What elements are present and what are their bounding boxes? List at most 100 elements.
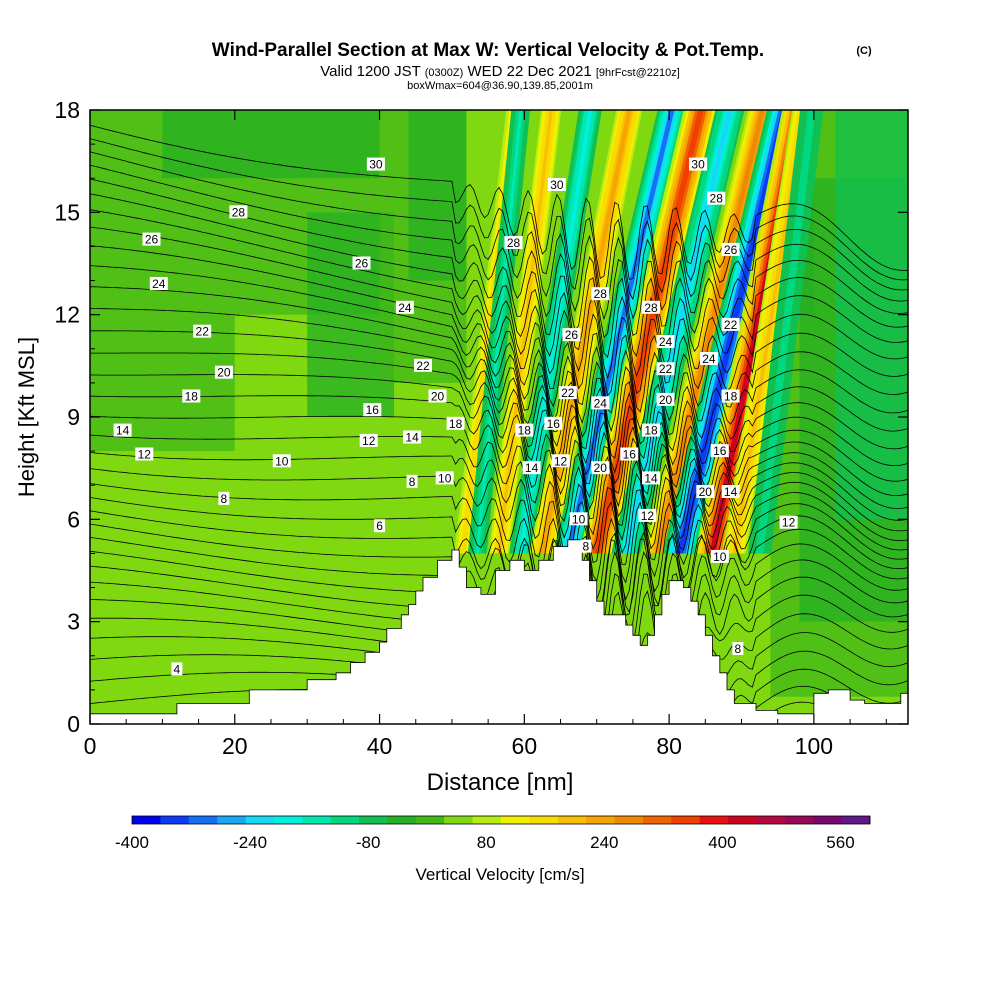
theta-label-text: 26 (145, 233, 159, 247)
theta-label-text: 22 (659, 362, 673, 376)
colorbar-swatch (614, 816, 644, 824)
colorbar-swatch (444, 816, 474, 824)
y-tick-label: 3 (67, 609, 80, 635)
theta-contour (90, 226, 908, 414)
theta-label: 24 (699, 352, 718, 366)
theta-label: 4 (171, 662, 183, 676)
theta-contour (90, 286, 908, 460)
theta-label-box (732, 642, 744, 655)
theta-label-box (363, 403, 382, 417)
theta-label-box (689, 157, 708, 171)
colorbar-swatch (132, 816, 161, 824)
colorbar-swatch (160, 816, 190, 824)
theta-contour (90, 452, 908, 554)
x-tick-label: 100 (795, 733, 833, 759)
theta-label-text: 14 (116, 424, 130, 438)
theta-label-box (696, 485, 715, 498)
theta-label: 22 (721, 317, 740, 332)
theta-label: 24 (656, 335, 675, 349)
theta-label: 18 (446, 416, 465, 431)
valid-zulu: (0300Z) (425, 67, 464, 79)
theta-label: 8 (218, 491, 230, 506)
theta-label-box (721, 485, 740, 498)
theta-label-text: 28 (232, 205, 246, 219)
theta-label-box (642, 300, 660, 314)
theta-contour (90, 124, 908, 280)
theta-label-text: 24 (152, 277, 166, 291)
theta-label: 8 (580, 539, 592, 554)
colorbar-swatch (217, 816, 247, 824)
chart-title: Wind-Parallel Section at Max W: Vertical… (212, 40, 764, 61)
theta-label-box (446, 416, 465, 430)
theta-label: 14 (403, 430, 422, 445)
theta-label-box (395, 300, 414, 314)
theta-label-text: 16 (366, 403, 380, 417)
theta-label-text: 18 (724, 390, 738, 404)
theta-label-box (406, 474, 418, 488)
theta-label: 14 (721, 485, 740, 499)
colorbar-swatch (387, 816, 417, 824)
theta-label: 14 (113, 423, 132, 438)
theta-label: 30 (547, 178, 566, 192)
theta-contour (90, 178, 908, 359)
theta-contour (90, 415, 908, 526)
theta-contour (90, 209, 908, 397)
y-axis-label: Height [Kft MSL] (14, 337, 39, 497)
colorbar-swatch (359, 816, 388, 824)
x-axis-label: Distance [nm] (427, 769, 574, 796)
field-patch (162, 110, 380, 179)
theta-contour (90, 308, 908, 474)
theta-label-text: 18 (518, 424, 532, 438)
theta-label: 6 (374, 519, 386, 533)
theta-label-text: 8 (409, 475, 416, 489)
theta-label-box (229, 205, 248, 219)
theta-contour (90, 434, 908, 542)
theta-label-box (558, 386, 577, 400)
theta-contour (90, 151, 908, 321)
theta-label-box (569, 512, 588, 526)
colorbar-swatch (245, 816, 275, 824)
theta-label-text: 10 (438, 471, 452, 485)
theta-label-text: 20 (217, 366, 231, 380)
colorbar-swatch (472, 816, 502, 824)
x-tick-label: 80 (656, 733, 682, 759)
theta-label-text: 22 (561, 386, 575, 400)
theta-label-box (428, 389, 447, 403)
theta-label-text: 10 (572, 512, 586, 526)
theta-label-box (591, 396, 610, 410)
theta-label-text: 26 (355, 257, 369, 271)
theta-label: 12 (779, 515, 798, 530)
theta-label-box (638, 508, 657, 522)
theta-label-box (182, 389, 201, 403)
theta-label: 28 (591, 287, 610, 301)
theta-label: 14 (642, 471, 660, 485)
colorbar-tick-label: 400 (708, 833, 736, 852)
theta-label-box (171, 662, 183, 676)
colorbar-swatch (529, 816, 559, 824)
theta-label-box (359, 433, 378, 447)
theta-label: 22 (558, 386, 577, 400)
theta-label: 24 (149, 277, 168, 291)
theta-label: 16 (620, 447, 639, 462)
x-tick-label: 20 (222, 733, 248, 759)
theta-label-text: 14 (525, 461, 539, 475)
colorbar-tick-label: -240 (233, 833, 267, 852)
theta-label-text: 14 (644, 471, 658, 485)
theta-label: 20 (428, 389, 447, 404)
theta-label-box (272, 454, 291, 468)
theta-label: 18 (721, 389, 740, 404)
theta-label-text: 18 (185, 390, 199, 404)
theta-label-box (580, 539, 592, 553)
colorbar: -400 -240 -80 80 240 400 560 (115, 815, 871, 852)
theta-label-box (374, 519, 386, 533)
velocity-band (677, 110, 788, 554)
theta-label-box (149, 277, 168, 290)
theta-label-box (551, 454, 570, 468)
colorbar-swatch (330, 816, 360, 824)
theta-label-box (352, 256, 371, 270)
theta-label-box (721, 389, 740, 403)
theta-label-box (547, 178, 566, 191)
theta-label: 12 (551, 454, 570, 468)
theta-label-text: 8 (221, 492, 228, 506)
theta-label: 24 (395, 300, 414, 315)
